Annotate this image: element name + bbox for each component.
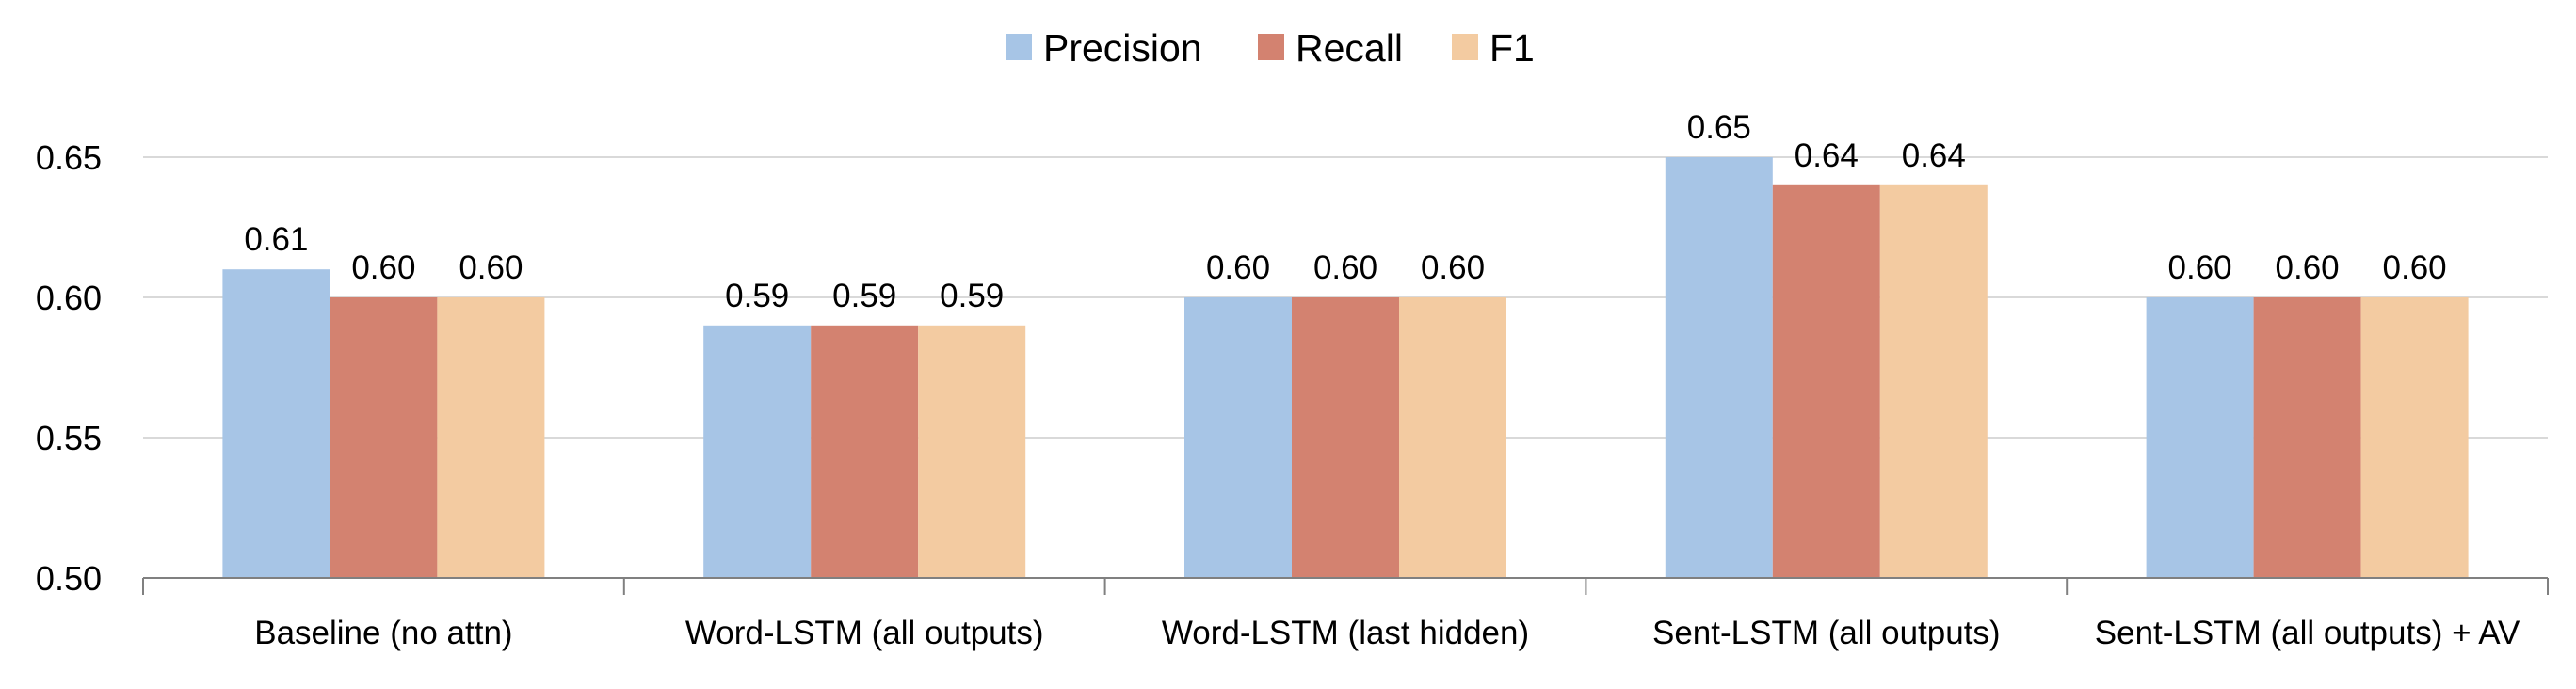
- legend-label-f1: F1: [1489, 26, 1535, 70]
- bar-precision-3: [1665, 157, 1773, 578]
- bar-f1-4: [2360, 297, 2469, 578]
- x-axis: [142, 577, 2549, 595]
- data-label-recall-0: 0.60: [351, 249, 415, 286]
- x-category-label: Word-LSTM (last hidden): [1162, 615, 1529, 651]
- x-category-label: Baseline (no attn): [254, 615, 512, 651]
- bars: [222, 157, 2469, 579]
- bar-recall-1: [811, 325, 919, 578]
- y-tick-label: 0.50: [36, 559, 102, 598]
- data-label-precision-4: 0.60: [2168, 249, 2232, 286]
- legend-swatch-recall: [1258, 34, 1284, 60]
- bar-recall-3: [1772, 184, 1880, 579]
- bar-precision-2: [1184, 297, 1292, 578]
- bar-f1-2: [1399, 297, 1506, 578]
- data-label-f1-4: 0.60: [2383, 249, 2447, 286]
- data-label-precision-3: 0.65: [1687, 109, 1751, 146]
- x-category-label: Sent-LSTM (all outputs): [1652, 615, 2001, 651]
- data-label-precision-2: 0.60: [1206, 249, 1270, 286]
- bar-precision-0: [222, 269, 330, 578]
- data-label-precision-0: 0.61: [244, 221, 308, 258]
- data-label-recall-2: 0.60: [1313, 249, 1377, 286]
- data-label-precision-1: 0.59: [725, 278, 789, 314]
- legend-swatch-f1: [1452, 34, 1478, 60]
- legend-label-precision: Precision: [1043, 26, 1202, 70]
- data-label-f1-1: 0.59: [940, 278, 1004, 314]
- data-label-f1-2: 0.60: [1421, 249, 1485, 286]
- chart-legend: Precision Recall F1: [1006, 26, 1535, 70]
- bar-f1-0: [437, 297, 545, 578]
- x-category-label: Word-LSTM (all outputs): [685, 615, 1044, 651]
- y-tick-label: 0.60: [36, 279, 102, 317]
- x-axis-category-labels: Baseline (no attn) Word-LSTM (all outputs…: [254, 615, 2520, 651]
- x-category-label: Sent-LSTM (all outputs) + AV: [2095, 615, 2520, 651]
- bar-f1-3: [1879, 184, 1988, 579]
- bar-f1-1: [918, 325, 1026, 578]
- y-axis-tick-labels: 0.50 0.55 0.60 0.65: [36, 138, 102, 598]
- data-label-f1-0: 0.60: [459, 249, 523, 286]
- y-tick-label: 0.65: [36, 138, 102, 177]
- data-label-recall-3: 0.64: [1795, 137, 1859, 174]
- legend-label-recall: Recall: [1296, 26, 1403, 70]
- y-tick-label: 0.55: [36, 419, 102, 457]
- data-labels: 0.61 0.60 0.60 0.59 0.59 0.59 0.60 0.60 0.60 0.65…: [244, 109, 2446, 314]
- legend-swatch-precision: [1006, 34, 1032, 60]
- bar-precision-4: [2146, 297, 2254, 578]
- bar-recall-4: [2253, 297, 2361, 578]
- data-label-recall-4: 0.60: [2276, 249, 2340, 286]
- bar-recall-2: [1292, 297, 1399, 578]
- bar-precision-1: [703, 325, 812, 578]
- data-label-recall-1: 0.59: [832, 278, 896, 314]
- bar-recall-0: [330, 297, 438, 578]
- data-label-f1-3: 0.64: [1902, 137, 1966, 174]
